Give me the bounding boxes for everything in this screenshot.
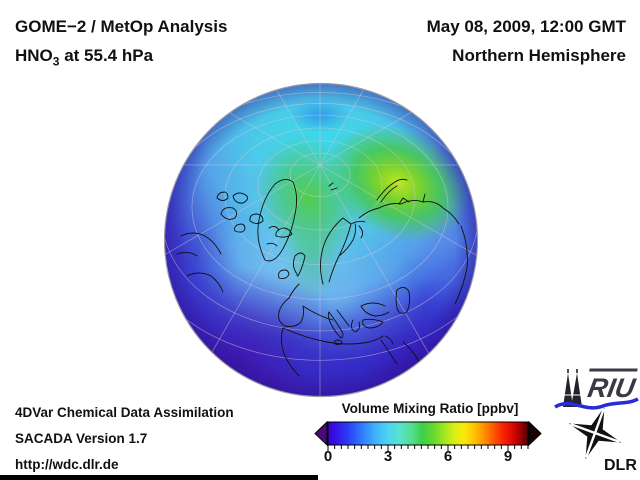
colorbar-gradient-bar [327,421,529,446]
colorbar [314,421,542,451]
coastlines [176,178,468,377]
coast-north-africa-arabia [280,327,420,377]
species-level-title: HNO3 at 55.4 hPa [15,46,154,69]
coast-svalbard [328,182,338,191]
coast-scandinavia [320,217,366,285]
dlr-logo: DLR [568,408,637,474]
coast-caspian [395,287,411,314]
hemisphere-label: Northern Hemisphere [452,46,626,65]
coast-blacksea-turkey [360,302,390,329]
credit-line-url: http://wdc.dlr.de [15,457,119,472]
coast-greenland [257,179,298,262]
colorbar-tick-0: 0 [323,448,333,465]
riu-logo: RIU [554,368,639,410]
colorbar-tick-9: 9 [503,448,513,465]
riu-wordmark: RIU [586,368,639,403]
dlr-star-icon [568,408,622,460]
colorbar-tick-marks [327,445,529,451]
coast-canadian-arctic [216,191,264,233]
graticule-grid [164,83,478,397]
analysis-title-block: GOME−2 / MetOp Analysis HNO3 at 55.4 hPa [15,12,227,76]
dlr-wordmark: DLR [604,457,637,474]
hemisphere-globe-map [163,82,479,398]
coast-west-europe [278,283,334,327]
globe-limb-ring [163,82,479,398]
coast-ireland [278,269,290,279]
datetime-label: May 08, 2009, 12:00 GMT [426,17,626,36]
coast-britain [292,252,306,277]
coast-adriatic-greece [336,309,360,333]
colorbar-title: Volume Mixing Ratio [ppbv] [341,401,519,416]
riu-river-wave [554,397,639,410]
svg-text:RIU: RIU [586,372,639,403]
colorbar-overflow-arrow [528,421,542,447]
coast-east-limb [454,225,468,305]
coast-siberia [358,199,460,225]
coast-iceland [275,227,293,238]
datetime-block: May 08, 2009, 12:00 GMT Northern Hemisph… [427,12,626,70]
colorbar-tick-6: 6 [443,448,453,465]
colorbar-underflow-arrow [314,421,328,447]
credit-line-version: SACADA Version 1.7 [15,431,148,446]
coast-italy [327,311,344,346]
coast-north-america [176,232,224,293]
bottom-edge-strip [0,475,318,480]
credits-block: 4DVar Chemical Data Assimilation SACADA … [15,400,234,478]
colorbar-tick-3: 3 [383,448,393,465]
coast-novaya-zemlya [376,178,408,203]
credit-line-assimilation: 4DVar Chemical Data Assimilation [15,405,234,420]
instrument-title: GOME−2 / MetOp Analysis [15,17,228,36]
riu-cathedral-icon [563,369,582,407]
